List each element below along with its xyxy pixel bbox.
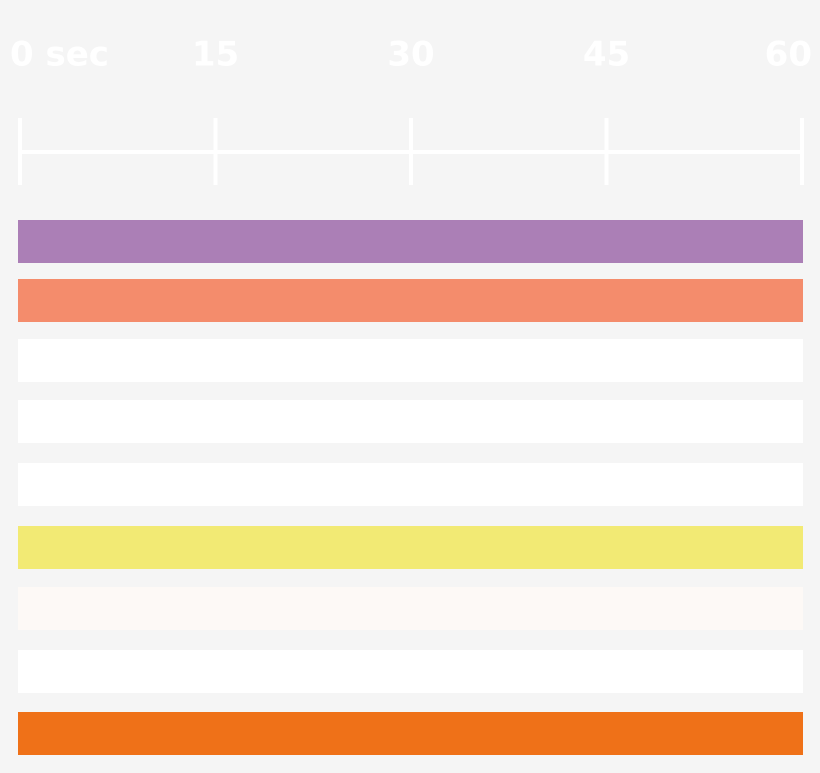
x-tick-label: 30 — [387, 35, 434, 75]
bar — [18, 220, 803, 263]
bar — [18, 650, 803, 693]
x-tick-label: 60 — [765, 35, 812, 75]
bar — [18, 463, 803, 506]
bar — [18, 400, 803, 443]
bar — [18, 526, 803, 569]
bar — [18, 279, 803, 322]
x-tick-label: 15 — [192, 35, 239, 75]
x-tick-label: 45 — [583, 35, 630, 75]
x-tick-label: 0 sec — [10, 35, 109, 75]
bar — [18, 339, 803, 382]
bar — [18, 712, 803, 755]
bar — [18, 587, 803, 630]
